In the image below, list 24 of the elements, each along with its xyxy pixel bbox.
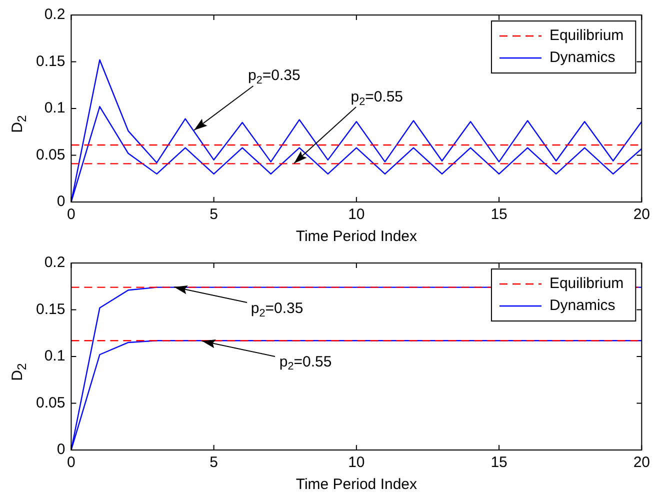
- x-axis-title: Time Period Index: [296, 228, 418, 246]
- legend-label: Dynamics: [549, 297, 616, 314]
- y-tick-label: 0: [56, 193, 66, 210]
- y-tick-label: 0.15: [36, 300, 66, 318]
- x-tick-label: 15: [490, 454, 508, 472]
- x-axis-title: Time Period Index: [296, 476, 418, 494]
- y-tick-label: 0: [56, 441, 66, 458]
- y-tick-label: 0.2: [44, 254, 66, 272]
- x-tick-label: 10: [348, 454, 365, 472]
- x-tick-label: 5: [210, 206, 218, 224]
- y-tick-label: 0.1: [44, 348, 66, 365]
- y-tick-label: 0.2: [44, 6, 66, 24]
- legend-label: Equilibrium: [549, 27, 624, 44]
- x-tick-label: 10: [348, 206, 365, 224]
- x-tick-label: 5: [210, 454, 218, 472]
- y-tick-label: 0.1: [44, 100, 66, 117]
- x-tick-label: 15: [490, 206, 508, 224]
- y-tick-label: 0.05: [36, 394, 66, 412]
- legend-label: Equilibrium: [549, 275, 624, 292]
- legend-label: Dynamics: [549, 49, 616, 66]
- x-tick-label: 20: [633, 206, 650, 224]
- y-tick-label: 0.15: [36, 52, 66, 70]
- y-tick-label: 0.05: [36, 146, 66, 164]
- x-tick-label: 20: [633, 454, 650, 472]
